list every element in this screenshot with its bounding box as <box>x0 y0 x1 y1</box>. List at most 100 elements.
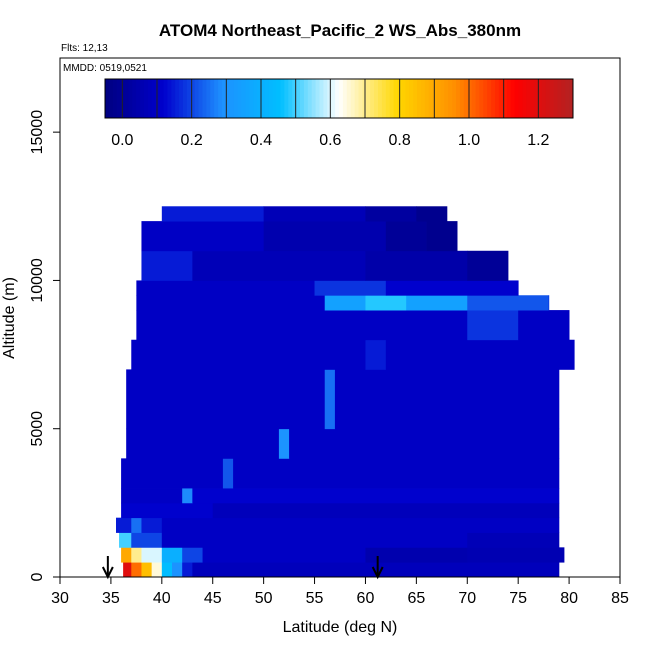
colorbar-swatch <box>502 79 508 118</box>
heatmap-cell <box>151 562 163 578</box>
x-tick-label: 65 <box>407 590 425 607</box>
heatmap-cells <box>116 206 575 578</box>
colorbar-swatch <box>448 79 453 118</box>
colorbar-swatch <box>565 79 570 118</box>
colorbar-swatch <box>233 79 239 118</box>
colorbar-swatch <box>222 79 227 118</box>
colorbar-swatch <box>214 79 219 118</box>
heatmap-cell <box>192 562 560 578</box>
colorbar-swatch <box>264 79 270 118</box>
colorbar-swatch <box>518 79 523 118</box>
y-axis-title: Altitude (m) <box>1 277 18 359</box>
colorbar-swatch <box>456 79 461 118</box>
chart-title: ATOM4 Northeast_Pacific_2 WS_Abs_380nm <box>159 21 521 40</box>
colorbar-swatch <box>514 79 519 118</box>
heatmap-cell <box>141 562 153 578</box>
heatmap-cell <box>136 310 468 341</box>
colorbar-swatch <box>151 79 157 118</box>
colorbar-swatch <box>463 79 469 118</box>
heatmap-cell <box>192 488 560 504</box>
colorbar-swatch <box>381 79 387 118</box>
colorbar-tick-label: 0.8 <box>389 132 411 149</box>
heatmap-cell <box>182 562 193 578</box>
x-tick-label: 40 <box>153 590 171 607</box>
colorbar-swatch <box>553 79 558 118</box>
colorbar-swatch <box>186 79 192 118</box>
colorbar-swatch <box>245 79 250 118</box>
y-tick-label: 0 <box>29 572 46 581</box>
colorbar-swatch <box>319 79 324 118</box>
colorbar-swatch <box>296 79 301 118</box>
heatmap-cell <box>314 280 387 296</box>
colorbar-swatch <box>194 79 200 118</box>
heatmap-cell <box>467 310 519 341</box>
colorbar-swatch <box>452 79 457 118</box>
colorbar-swatch <box>413 79 418 118</box>
colorbar-swatch <box>276 79 281 118</box>
colorbar-swatch <box>479 79 484 118</box>
colorbar-tick-label: 0.0 <box>111 132 133 149</box>
colorbar-swatch <box>280 79 285 118</box>
heatmap-cell <box>131 562 142 578</box>
heatmap-cell <box>131 532 163 548</box>
heatmap-cell <box>416 206 448 222</box>
heatmap-cell <box>141 547 163 563</box>
colorbar-swatch <box>124 79 129 118</box>
colorbar-swatch <box>331 79 336 118</box>
colorbar-swatch <box>444 79 449 118</box>
heatmap-cell <box>324 369 336 430</box>
colorbar-swatch <box>241 79 246 118</box>
colorbar-swatch <box>218 79 223 118</box>
heatmap-cell <box>467 547 565 563</box>
heatmap-cell <box>426 221 458 252</box>
colorbar-swatch <box>132 79 137 118</box>
x-tick-label: 45 <box>204 590 222 607</box>
colorbar-swatch <box>272 79 278 118</box>
heatmap-cell <box>136 280 315 296</box>
colorbar-swatch <box>483 79 488 118</box>
colorbar-swatch <box>237 79 242 118</box>
colorbar-swatch <box>108 79 114 118</box>
colorbar-swatch <box>467 79 473 118</box>
heatmap-cell <box>192 250 366 281</box>
colorbar-swatch <box>315 79 320 118</box>
heatmap-cell <box>334 369 560 430</box>
colorbar-swatch <box>417 79 422 118</box>
colorbar-tick-label: 0.4 <box>250 132 272 149</box>
colorbar-swatch <box>569 79 574 118</box>
heatmap-cell <box>467 295 550 311</box>
colorbar-swatch <box>229 79 235 118</box>
heatmap-cell <box>467 250 509 281</box>
colorbar-swatch <box>155 79 161 118</box>
heatmap-cell <box>131 339 366 370</box>
colorbar-swatch <box>307 79 313 118</box>
colorbar-swatch <box>526 79 531 118</box>
colorbar-swatch <box>366 79 371 118</box>
colorbar-swatch <box>374 79 379 118</box>
colorbar-swatch <box>495 79 500 118</box>
colorbar-swatch <box>202 79 207 118</box>
colorbar-swatch <box>459 79 465 118</box>
colorbar-swatch <box>190 79 196 118</box>
colorbar-swatch <box>487 79 492 118</box>
heatmap-cell <box>121 502 214 519</box>
colorbar-swatch <box>116 79 122 118</box>
colorbar-frame <box>104 78 574 119</box>
heatmap-cell <box>365 339 387 370</box>
colorbar-swatch <box>303 79 309 118</box>
heatmap-cell <box>119 532 132 548</box>
colorbar-swatch <box>498 79 504 118</box>
heatmap-cell <box>467 532 560 548</box>
colorbar-swatch <box>167 79 172 118</box>
heatmap-cell <box>136 295 326 311</box>
colorbar-swatch <box>105 79 110 118</box>
y-tick-label: 10000 <box>29 258 46 303</box>
colorbar-swatch <box>385 79 391 118</box>
colorbar-swatch <box>112 79 118 118</box>
heatmap-cell <box>123 562 132 578</box>
colorbar-swatch <box>506 79 512 118</box>
heatmap-cell <box>141 250 193 281</box>
colorbar-swatch <box>545 79 551 118</box>
colorbar-swatch <box>510 79 515 118</box>
colorbar-swatch <box>210 79 215 118</box>
